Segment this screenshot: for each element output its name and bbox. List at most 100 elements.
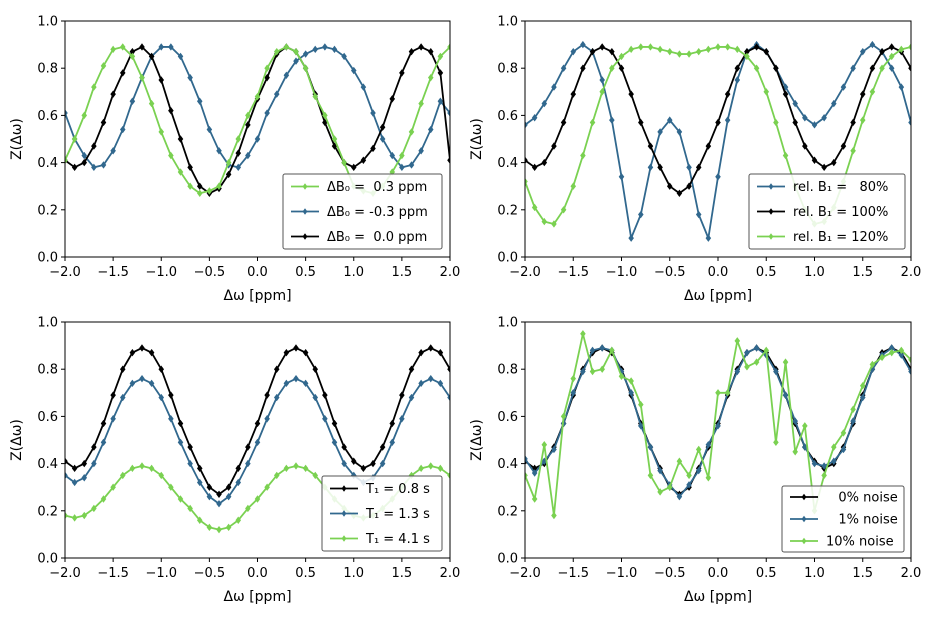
legend-marker: [302, 233, 308, 240]
data-point: [235, 516, 242, 524]
data-point: [831, 158, 837, 167]
data-point: [427, 73, 434, 82]
data-point: [888, 64, 895, 72]
data-point: [724, 90, 731, 98]
data-point: [647, 443, 654, 451]
data-point: [628, 234, 634, 242]
plot-area: [525, 40, 911, 242]
subplot-3: −2.0 −1.5 −1.0 −0.5 0.0 0.5 1.0 1.5 2.0 0.0 0.2 0.4…: [9, 316, 460, 606]
axes-frame: [524, 321, 912, 559]
data-point: [273, 90, 280, 98]
data-point: [100, 62, 107, 70]
data-point: [206, 483, 213, 491]
axes-frame: [524, 20, 912, 258]
data-point: [100, 419, 107, 428]
subplot-2: −2.0 −1.5 −1.0 −0.5 0.0 0.5 1.0 1.5 2.0 0.0 0.2 0.4…: [469, 15, 921, 305]
data-point: [811, 156, 818, 164]
data-point: [773, 367, 779, 376]
data-point: [302, 50, 309, 58]
data-point: [100, 161, 107, 169]
data-point: [187, 73, 193, 82]
data-point: [734, 76, 741, 84]
data-point: [187, 459, 193, 468]
data-point: [859, 90, 866, 98]
y-tick-label: 0.4: [497, 156, 518, 171]
data-point: [129, 52, 136, 61]
data-point: [245, 151, 251, 160]
x-tick-label: 2.0: [440, 566, 461, 581]
data-point: [177, 135, 184, 143]
data-point: [589, 47, 596, 56]
data-point: [427, 374, 434, 383]
data-point: [408, 393, 415, 402]
data-point: [531, 114, 538, 122]
data-point: [139, 462, 145, 470]
data-point: [254, 419, 261, 428]
data-point: [437, 52, 444, 61]
data-point: [570, 47, 577, 56]
data-point: [850, 405, 856, 414]
data-point: [686, 471, 692, 480]
data-point: [879, 353, 885, 362]
data-point: [177, 438, 184, 447]
data-point: [859, 47, 866, 56]
y-tick-label: 0.8: [37, 62, 58, 77]
legend-marker: [768, 183, 774, 190]
data-point: [196, 516, 203, 524]
data-point: [560, 64, 567, 72]
data-point: [744, 363, 750, 371]
data-point: [235, 149, 242, 157]
data-point: [65, 511, 68, 520]
data-point: [129, 97, 136, 105]
data-point: [589, 367, 596, 376]
data-point: [753, 344, 760, 352]
data-point: [65, 457, 68, 465]
x-tick-label: −1.0: [606, 566, 638, 581]
data-point: [647, 471, 654, 480]
data-point: [705, 441, 712, 449]
x-tick-label: 0.5: [756, 265, 777, 280]
data-point: [225, 158, 232, 167]
data-point: [580, 64, 586, 72]
y-tick-label: 0.8: [497, 62, 518, 77]
data-point: [168, 151, 174, 160]
data-point: [888, 43, 895, 51]
data-point: [831, 457, 837, 465]
data-point: [331, 45, 338, 54]
data-point: [196, 182, 203, 190]
data-point: [408, 365, 415, 373]
data-point: [869, 40, 876, 49]
legend-box: [781, 485, 905, 553]
data-point: [705, 234, 712, 242]
data-point: [551, 142, 557, 150]
data-point: [782, 83, 789, 91]
data-point: [235, 135, 242, 143]
data-point: [850, 147, 856, 155]
data-point: [531, 495, 538, 503]
data-point: [570, 374, 577, 383]
data-point: [322, 391, 328, 399]
data-point: [110, 90, 116, 98]
data-point: [293, 374, 299, 383]
data-point: [225, 170, 232, 179]
data-point: [196, 464, 203, 473]
legend-marker: [768, 233, 774, 240]
data-point: [792, 417, 798, 425]
data-point: [254, 495, 261, 503]
x-axis-label: Δω [ppm]: [223, 288, 291, 304]
data-point: [570, 182, 577, 190]
data-point: [254, 438, 261, 447]
data-point: [657, 466, 663, 475]
data-point: [840, 429, 847, 437]
data-point: [360, 464, 367, 473]
data-point: [734, 337, 741, 345]
data-point: [177, 52, 184, 61]
data-point: [71, 135, 78, 143]
x-tick-label: −0.5: [654, 265, 686, 280]
data-point: [399, 163, 405, 172]
data-point: [609, 346, 615, 355]
data-point: [206, 523, 213, 532]
data-point: [570, 389, 577, 397]
legend-label: rel. B₁ = 120%: [793, 230, 888, 245]
data-point: [273, 471, 280, 480]
